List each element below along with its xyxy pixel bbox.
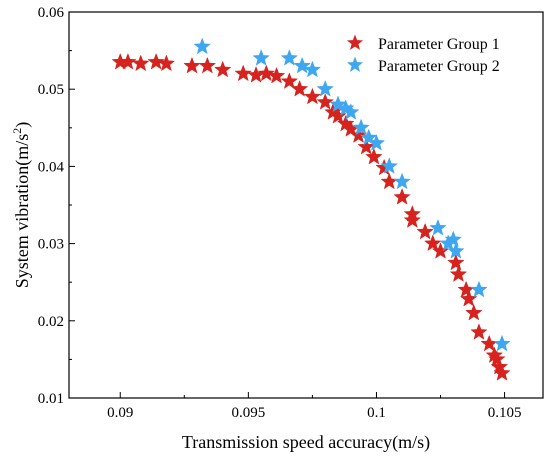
data-point bbox=[368, 134, 385, 151]
data-point bbox=[416, 223, 434, 240]
legend: Parameter Group 1 Parameter Group 2 bbox=[346, 34, 500, 75]
data-point bbox=[304, 88, 321, 105]
data-point bbox=[493, 335, 511, 352]
data-point bbox=[183, 57, 201, 74]
y-tick-label: 0.06 bbox=[38, 5, 65, 21]
data-point bbox=[158, 54, 175, 71]
data-point bbox=[281, 49, 298, 66]
x-tick-label: 0.09 bbox=[107, 405, 133, 421]
data-point bbox=[380, 157, 398, 174]
x-tick-label: 0.1 bbox=[367, 405, 386, 421]
data-point bbox=[424, 234, 442, 251]
data-point bbox=[199, 57, 216, 74]
x-axis-title: Transmission speed accuracy(m/s) bbox=[182, 432, 430, 453]
legend-marker bbox=[346, 56, 364, 72]
data-point bbox=[193, 37, 211, 54]
data-point bbox=[470, 281, 488, 298]
data-point bbox=[470, 323, 488, 340]
x-tick-label: 0.095 bbox=[231, 405, 265, 421]
data-point bbox=[252, 49, 270, 66]
data-point bbox=[465, 304, 483, 321]
data-point bbox=[147, 53, 165, 70]
y-axis-title-superscript: 2 bbox=[10, 128, 24, 134]
data-point bbox=[214, 61, 232, 78]
data-point bbox=[393, 188, 411, 205]
data-point bbox=[291, 80, 308, 97]
data-point bbox=[365, 148, 383, 165]
data-point bbox=[357, 138, 375, 155]
y-tick-label: 0.03 bbox=[38, 237, 64, 253]
data-point bbox=[329, 107, 347, 124]
data-point bbox=[234, 65, 252, 81]
data-point bbox=[450, 265, 467, 282]
data-point bbox=[393, 173, 411, 189]
data-point bbox=[404, 211, 421, 228]
y-axis-title-close: ) bbox=[12, 122, 33, 128]
y-tick-label: 0.02 bbox=[38, 314, 64, 330]
data-point bbox=[342, 103, 360, 120]
data-point bbox=[429, 219, 447, 236]
legend-marker bbox=[346, 34, 364, 50]
legend-label: Parameter Group 2 bbox=[378, 58, 500, 75]
y-tick-label: 0.01 bbox=[38, 391, 64, 407]
data-point bbox=[360, 129, 378, 145]
legend-label: Parameter Group 1 bbox=[378, 36, 500, 53]
data-point bbox=[268, 67, 285, 84]
data-point bbox=[281, 72, 298, 89]
data-point bbox=[316, 93, 334, 110]
y-tick-label: 0.04 bbox=[38, 159, 65, 175]
data-point bbox=[257, 65, 275, 81]
data-point bbox=[304, 61, 321, 78]
data-point bbox=[493, 364, 511, 381]
data-point bbox=[457, 281, 475, 298]
ticks: 0.09 0.095 0.1 0.105 0.01 0.02 0.03 0.04 0.05 0.0… bbox=[38, 5, 522, 421]
y-tick-label: 0.05 bbox=[38, 82, 64, 98]
data-point bbox=[447, 242, 465, 259]
data-point bbox=[444, 230, 462, 247]
data-point bbox=[329, 95, 347, 112]
y-axis-title: System vibration(m/s2) bbox=[10, 122, 33, 289]
y-axis-title-main: System vibration(m/s bbox=[12, 134, 33, 289]
x-tick-label: 0.105 bbox=[488, 405, 522, 421]
data-point bbox=[316, 80, 334, 97]
data-marks bbox=[111, 37, 511, 381]
data-point bbox=[132, 54, 150, 71]
data-point bbox=[119, 53, 137, 70]
series-1 bbox=[111, 53, 511, 381]
data-point bbox=[447, 254, 465, 271]
series-2 bbox=[193, 37, 511, 352]
data-point bbox=[352, 119, 370, 135]
data-point bbox=[293, 57, 311, 74]
data-point bbox=[432, 242, 449, 259]
data-point bbox=[380, 173, 398, 189]
data-point bbox=[488, 350, 506, 367]
